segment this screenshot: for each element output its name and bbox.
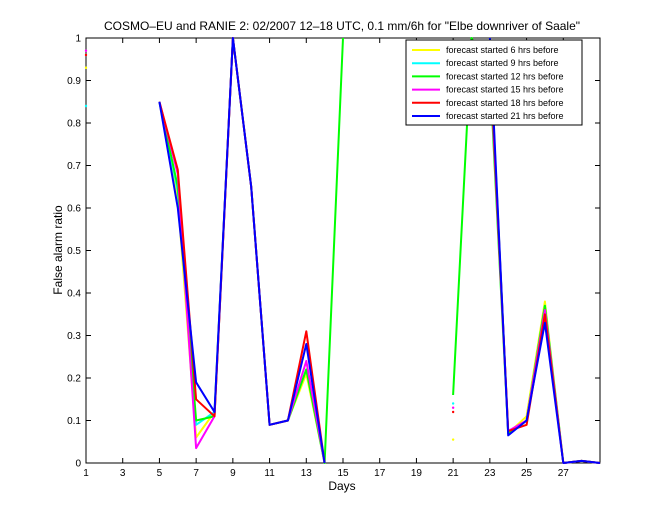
data-point [84,49,88,52]
x-tick-label: 27 [558,468,570,479]
y-tick-label: 0.6 [67,204,81,215]
x-tick-label: 7 [193,468,199,479]
chart-title: COSMO–EU and RANIE 2: 02/2007 12–18 UTC,… [104,19,580,33]
x-tick-label: 5 [157,468,163,479]
series-line [488,37,601,464]
series-lines [84,37,601,464]
x-tick-label: 21 [448,468,460,479]
legend-item: forecast started 18 hrs before [412,98,564,108]
y-tick-label: 0.4 [67,289,81,300]
x-tick-label: 23 [484,468,496,479]
legend-label: forecast started 15 hrs before [446,85,564,95]
x-tick-label: 13 [301,468,313,479]
x-tick-label: 9 [230,468,236,479]
x-tick-label: 1 [83,468,89,479]
x-tick-label: 3 [120,468,126,479]
series-line [158,37,326,464]
data-point [451,402,455,405]
data-point [84,53,88,57]
x-tick-label: 11 [264,468,275,479]
y-tick-label: 0.9 [67,76,81,87]
y-tick-label: 0.5 [67,246,81,257]
y-tick-label: 0.3 [67,331,81,342]
legend-label: forecast started 9 hrs before [446,58,559,68]
axis-ticks: 1 3 5 7 9 11 13 15 17 19 21 23 25 2700.10.20.30.40.50… [67,34,600,479]
legend-label: forecast started 21 hrs before [446,111,564,121]
x-axis-title: Days [328,479,355,493]
y-axis-title: False alarm ratio [51,205,65,295]
data-point [451,410,455,414]
data-point [451,406,455,409]
series-5 [158,37,601,464]
data-point [84,104,88,108]
x-tick-label: 25 [521,468,533,479]
legend-item: forecast started 12 hrs before [412,71,564,81]
legend-box [405,39,583,126]
legend-label: forecast started 12 hrs before [446,71,564,81]
legend-item: forecast started 21 hrs before [412,111,564,121]
y-tick-label: 1 [75,34,81,45]
data-point [451,438,455,441]
y-tick-label: 0.7 [67,161,81,172]
legend-item: forecast started 9 hrs before [412,58,559,68]
y-tick-label: 0.8 [67,119,81,130]
x-tick-label: 15 [337,468,349,479]
x-tick-label: 19 [411,468,423,479]
legend-item: forecast started 6 hrs before [412,45,559,55]
data-point [84,66,88,69]
y-tick-label: 0.2 [67,374,81,385]
y-tick-label: 0.1 [67,416,81,427]
legend-label: forecast started 18 hrs before [446,98,564,108]
legend-item: forecast started 15 hrs before [412,85,564,95]
y-tick-label: 0 [75,459,81,470]
x-tick-label: 17 [374,468,386,479]
legend-label: forecast started 6 hrs before [446,45,559,55]
legend: forecast started 6 hrs before forecast st… [405,39,583,126]
